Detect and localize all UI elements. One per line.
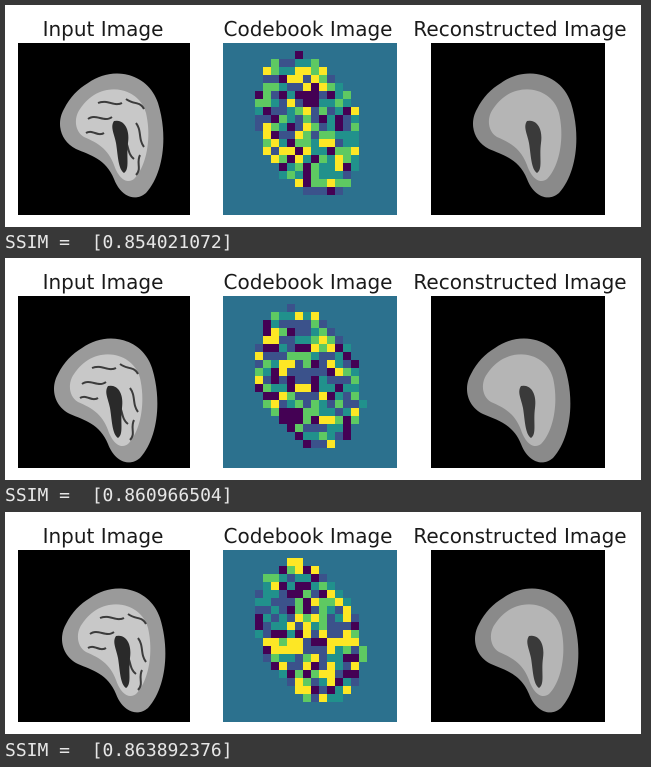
reconstructed-image: [431, 43, 605, 215]
codebook-image: [223, 296, 397, 468]
result-figure-2: Input Image Codebook Image Reconstructed…: [5, 258, 641, 480]
input-image-title: Input Image: [42, 524, 164, 548]
input-image: [18, 296, 190, 468]
reconstructed-image: [431, 550, 605, 722]
input-image: [18, 43, 190, 215]
reconstructed-image: [431, 296, 605, 468]
input-image: [18, 550, 190, 722]
codebook-image-title: Codebook Image: [223, 524, 393, 548]
reconstructed-image-title: Reconstructed Image: [413, 524, 627, 548]
reconstructed-image-title: Reconstructed Image: [413, 17, 627, 41]
result-figure-1: Input Image Codebook Image Reconstructed…: [5, 5, 641, 227]
reconstructed-image-title: Reconstructed Image: [413, 270, 627, 294]
ssim-score: SSIM = [0.860966504]: [5, 485, 233, 506]
codebook-image-title: Codebook Image: [223, 270, 393, 294]
ssim-score: SSIM = [0.854021072]: [5, 232, 233, 253]
codebook-image: [223, 43, 397, 215]
input-image-title: Input Image: [42, 270, 164, 294]
input-image-title: Input Image: [42, 17, 164, 41]
codebook-image: [223, 550, 397, 722]
ssim-score: SSIM = [0.863892376]: [5, 740, 233, 761]
codebook-image-title: Codebook Image: [223, 17, 393, 41]
result-figure-3: Input Image Codebook Image Reconstructed…: [5, 512, 641, 734]
